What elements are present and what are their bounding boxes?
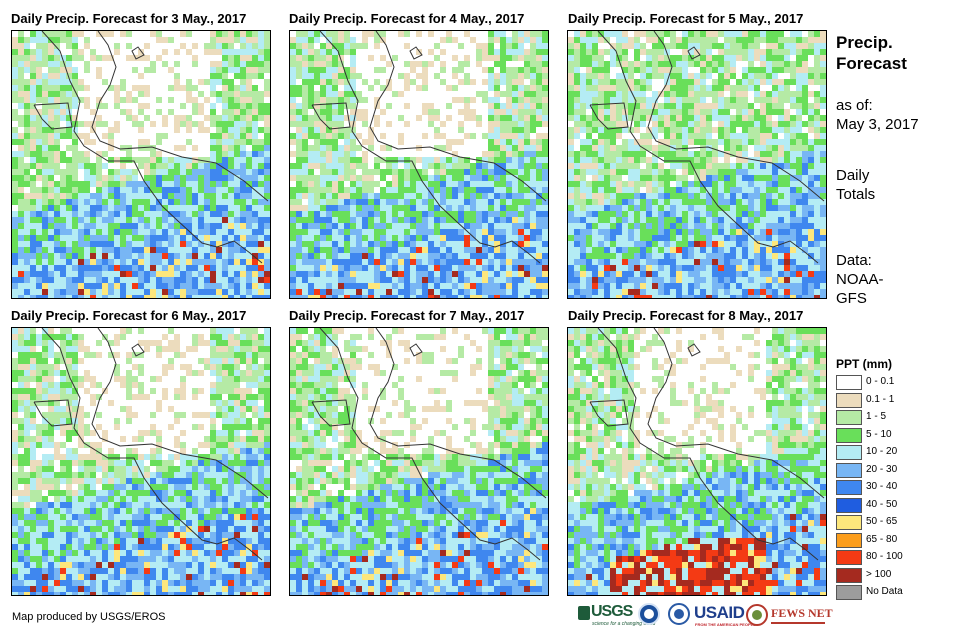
as-of-label: as of: bbox=[836, 97, 873, 114]
map-panel-may-8 bbox=[567, 327, 827, 596]
usgs-tagline: science for a changing world bbox=[592, 621, 656, 627]
legend-swatch bbox=[836, 427, 862, 443]
coastline bbox=[131, 343, 145, 357]
fews-net-underline bbox=[771, 622, 825, 624]
legend-label: 10 - 20 bbox=[866, 446, 898, 457]
coastline bbox=[369, 31, 547, 202]
precip-map bbox=[12, 31, 270, 298]
coastline bbox=[687, 343, 701, 357]
legend-label: 1 - 5 bbox=[866, 411, 887, 422]
data-source: Data: NOAA- GFS bbox=[836, 251, 884, 308]
precip-map bbox=[568, 31, 826, 298]
legend-swatch bbox=[836, 497, 862, 513]
legend-label: 65 - 80 bbox=[866, 533, 898, 545]
as-of-value: May 3, 2017 bbox=[836, 116, 919, 133]
usaid-wordmark: USAID bbox=[694, 603, 745, 622]
usaid-seal-center-icon bbox=[674, 609, 684, 619]
coastline bbox=[319, 328, 541, 561]
noaa-logo bbox=[636, 600, 662, 630]
border-line bbox=[33, 399, 73, 427]
legend-label: 20 - 30 bbox=[866, 463, 898, 475]
usaid-logo: USAID FROM THE AMERICAN PEOPLE bbox=[694, 600, 756, 630]
map-panel-may-5 bbox=[567, 30, 827, 299]
legend-swatch bbox=[836, 585, 862, 600]
precip-map bbox=[290, 328, 548, 595]
coastline bbox=[647, 328, 825, 499]
legend-label: 0.1 - 1 bbox=[866, 393, 895, 405]
coastline bbox=[687, 46, 701, 60]
map-panel-may-4 bbox=[289, 30, 549, 299]
precip-map bbox=[12, 328, 270, 595]
legend-label: 50 - 65 bbox=[866, 516, 898, 527]
totals-line: Daily bbox=[836, 167, 870, 184]
totals-note: Daily Totals bbox=[836, 166, 875, 204]
coastline bbox=[597, 31, 819, 264]
data-source-label: Data: bbox=[836, 252, 872, 269]
legend-swatch bbox=[836, 375, 862, 390]
legend-label: 5 - 10 bbox=[866, 428, 892, 440]
border-line bbox=[311, 399, 351, 427]
title-line: Forecast bbox=[836, 54, 907, 73]
data-source-line: NOAA- bbox=[836, 271, 884, 288]
panel-title: Daily Precip. Forecast for 4 May., 2017 bbox=[289, 11, 525, 26]
usgs-mark-icon bbox=[578, 606, 590, 620]
map-panel-may-6 bbox=[11, 327, 271, 596]
legend-swatch bbox=[836, 392, 862, 408]
usaid-seal-logo bbox=[667, 600, 691, 630]
legend-swatch bbox=[836, 480, 862, 495]
totals-line: Totals bbox=[836, 186, 876, 203]
fews-net-wordmark: FEWS NET bbox=[771, 606, 833, 620]
legend-swatch bbox=[836, 445, 862, 460]
border-line bbox=[589, 102, 629, 130]
usgs-logo: USGS science for a changing world bbox=[578, 600, 655, 630]
title-line: Precip. bbox=[836, 33, 893, 52]
legend-label: 30 - 40 bbox=[866, 481, 898, 492]
coastline bbox=[91, 31, 269, 202]
coastline bbox=[369, 328, 547, 499]
legend-swatch bbox=[836, 550, 862, 565]
usgs-wordmark: USGS bbox=[591, 603, 633, 620]
legend-swatch bbox=[836, 532, 862, 548]
coastline bbox=[91, 328, 269, 499]
legend-title: PPT (mm) bbox=[836, 357, 893, 371]
data-source-line: GFS bbox=[836, 290, 867, 307]
credit-text: Map produced by USGS/EROS bbox=[12, 611, 166, 623]
sidebar-title: Precip. Forecast bbox=[836, 32, 907, 74]
panel-title: Daily Precip. Forecast for 6 May., 2017 bbox=[11, 308, 247, 323]
legend-swatch bbox=[836, 462, 862, 478]
legend-label: 40 - 50 bbox=[866, 498, 898, 510]
coastline bbox=[409, 46, 423, 60]
border-line bbox=[33, 102, 73, 130]
legend-swatch bbox=[836, 567, 862, 583]
precip-map bbox=[290, 31, 548, 298]
coastline bbox=[647, 31, 825, 202]
as-of-date: as of: May 3, 2017 bbox=[836, 96, 919, 134]
map-panel-may-7 bbox=[289, 327, 549, 596]
coastline bbox=[41, 31, 263, 264]
border-line bbox=[589, 399, 629, 427]
legend-label: 0 - 0.1 bbox=[866, 376, 895, 387]
panel-title: Daily Precip. Forecast for 7 May., 2017 bbox=[289, 308, 525, 323]
legend-swatch bbox=[836, 410, 862, 425]
coastline bbox=[41, 328, 263, 561]
fews-net-logo: FEWS NET bbox=[746, 600, 833, 630]
coastline bbox=[409, 343, 423, 357]
legend-label: > 100 bbox=[866, 568, 892, 580]
coastline bbox=[131, 46, 145, 60]
panel-title: Daily Precip. Forecast for 8 May., 2017 bbox=[568, 308, 804, 323]
noaa-bird-icon bbox=[644, 609, 654, 619]
panel-title: Daily Precip. Forecast for 5 May., 2017 bbox=[568, 11, 804, 26]
legend-label: 80 - 100 bbox=[866, 551, 903, 562]
usaid-tagline: FROM THE AMERICAN PEOPLE bbox=[695, 622, 756, 627]
panel-title: Daily Precip. Forecast for 3 May., 2017 bbox=[11, 11, 247, 26]
border-line bbox=[311, 102, 351, 130]
legend-label: No Data bbox=[866, 586, 903, 597]
coastline bbox=[319, 31, 541, 264]
fews-net-globe-icon bbox=[752, 610, 762, 620]
map-panel-may-3 bbox=[11, 30, 271, 299]
precip-map bbox=[568, 328, 826, 595]
legend-swatch bbox=[836, 515, 862, 530]
coastline bbox=[597, 328, 819, 561]
